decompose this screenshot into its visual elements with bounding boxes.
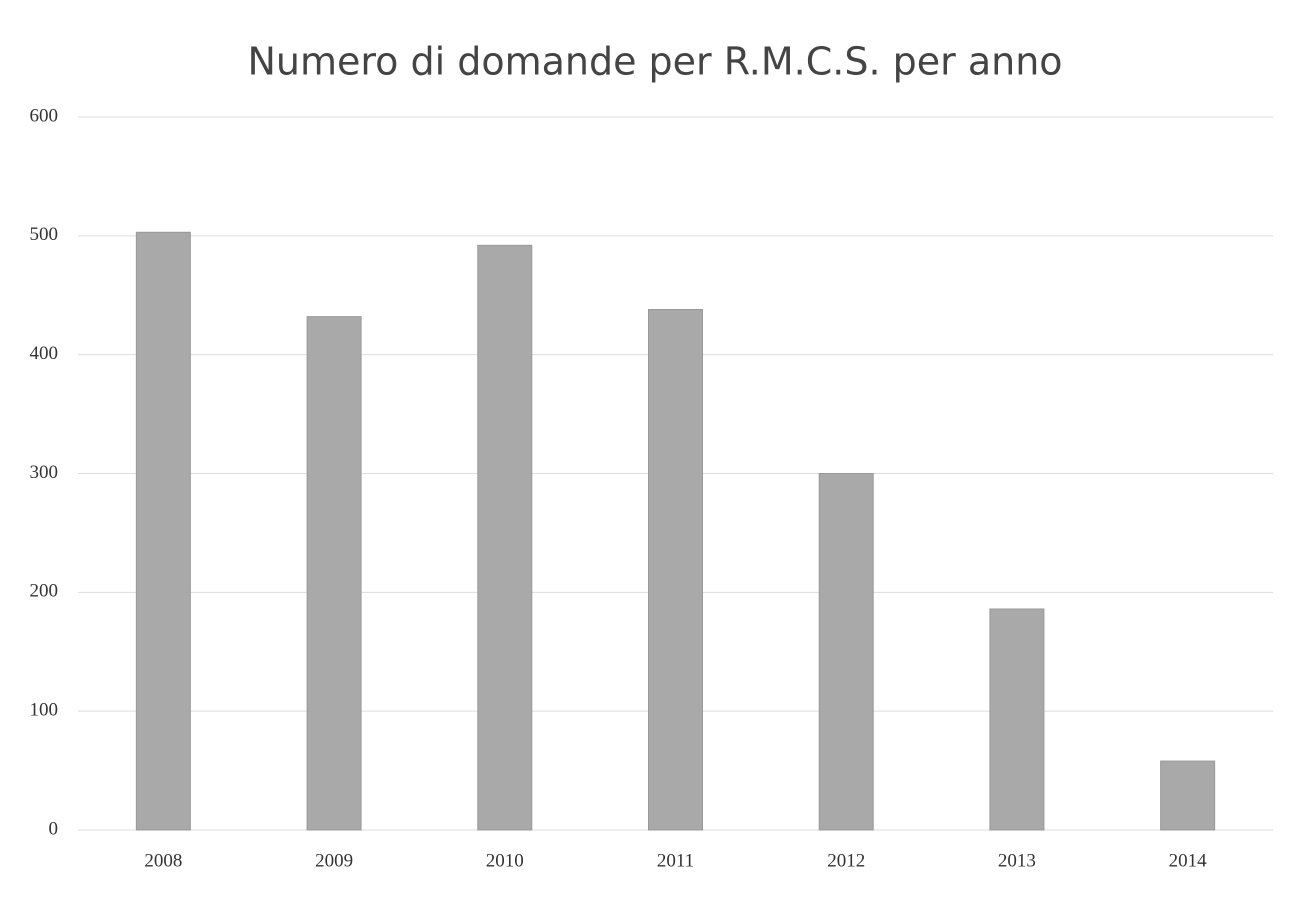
bar — [648, 309, 703, 831]
y-tick-label: 300 — [30, 462, 59, 483]
y-tick-label: 100 — [30, 700, 59, 721]
y-tick-label: 0 — [49, 818, 59, 839]
bar — [135, 231, 191, 831]
bar — [477, 244, 533, 831]
chart-title: Numero di domande per R.M.C.S. per anno — [247, 40, 1062, 84]
x-tick-label: 2008 — [144, 850, 182, 871]
x-tick-label: 2009 — [315, 850, 353, 871]
x-tick-label: 2012 — [827, 850, 865, 871]
x-tick-label: 2011 — [657, 850, 694, 871]
bar — [306, 316, 362, 831]
y-tick-label: 200 — [30, 581, 59, 602]
bar — [818, 473, 874, 831]
y-tick-label: 400 — [30, 343, 59, 364]
x-tick-label: 2014 — [1169, 850, 1208, 871]
bar — [1160, 760, 1216, 831]
bar — [989, 608, 1045, 831]
y-tick-label: 600 — [30, 105, 59, 126]
y-tick-label: 500 — [30, 224, 59, 245]
x-tick-label: 2010 — [486, 850, 524, 871]
x-tick-label: 2013 — [998, 850, 1036, 871]
